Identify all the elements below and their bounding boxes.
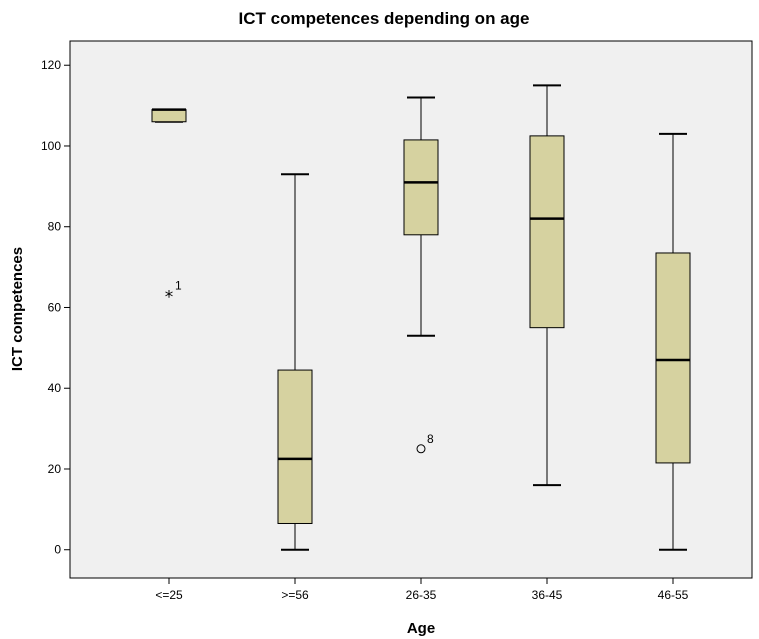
- y-tick-label: 0: [54, 543, 61, 557]
- box-iqr: [529, 135, 565, 329]
- y-tick-label: 100: [41, 139, 61, 153]
- x-axis: <=25 >=56 26-35 36-45 46-55: [155, 578, 689, 602]
- y-axis-label: ICT competences: [9, 247, 26, 371]
- outlier-label: 1: [175, 278, 182, 292]
- x-tick-label: >=56: [281, 588, 309, 602]
- plot-area: [69, 40, 753, 579]
- box-iqr: [655, 252, 691, 464]
- x-tick-label: 26-35: [406, 588, 437, 602]
- outlier-marker: *: [165, 287, 174, 307]
- x-tick-label: 36-45: [532, 588, 563, 602]
- box-iqr: [277, 369, 313, 524]
- outlier-label: 8: [427, 432, 434, 446]
- box-series: *1 8: [151, 84, 691, 551]
- box-group: [655, 132, 691, 551]
- chart-title: ICT competences depending on age: [239, 9, 530, 28]
- y-tick-label: 20: [48, 462, 62, 476]
- box-group: *1: [151, 108, 187, 307]
- y-tick-label: 80: [48, 220, 62, 234]
- y-tick-label: 120: [41, 58, 61, 72]
- box-group: 8: [403, 96, 439, 454]
- box-iqr: [151, 109, 187, 123]
- y-tick-label: 60: [48, 300, 62, 314]
- box-group: [529, 84, 565, 487]
- y-axis: 0 20 40 60 80 100 120: [41, 58, 70, 557]
- x-axis-label: Age: [407, 620, 435, 637]
- x-tick-label: 46-55: [658, 588, 689, 602]
- y-tick-label: 40: [48, 381, 62, 395]
- x-tick-label: <=25: [155, 588, 183, 602]
- box-group: [277, 173, 313, 551]
- box-iqr: [403, 139, 439, 236]
- outlier-marker: [416, 444, 426, 454]
